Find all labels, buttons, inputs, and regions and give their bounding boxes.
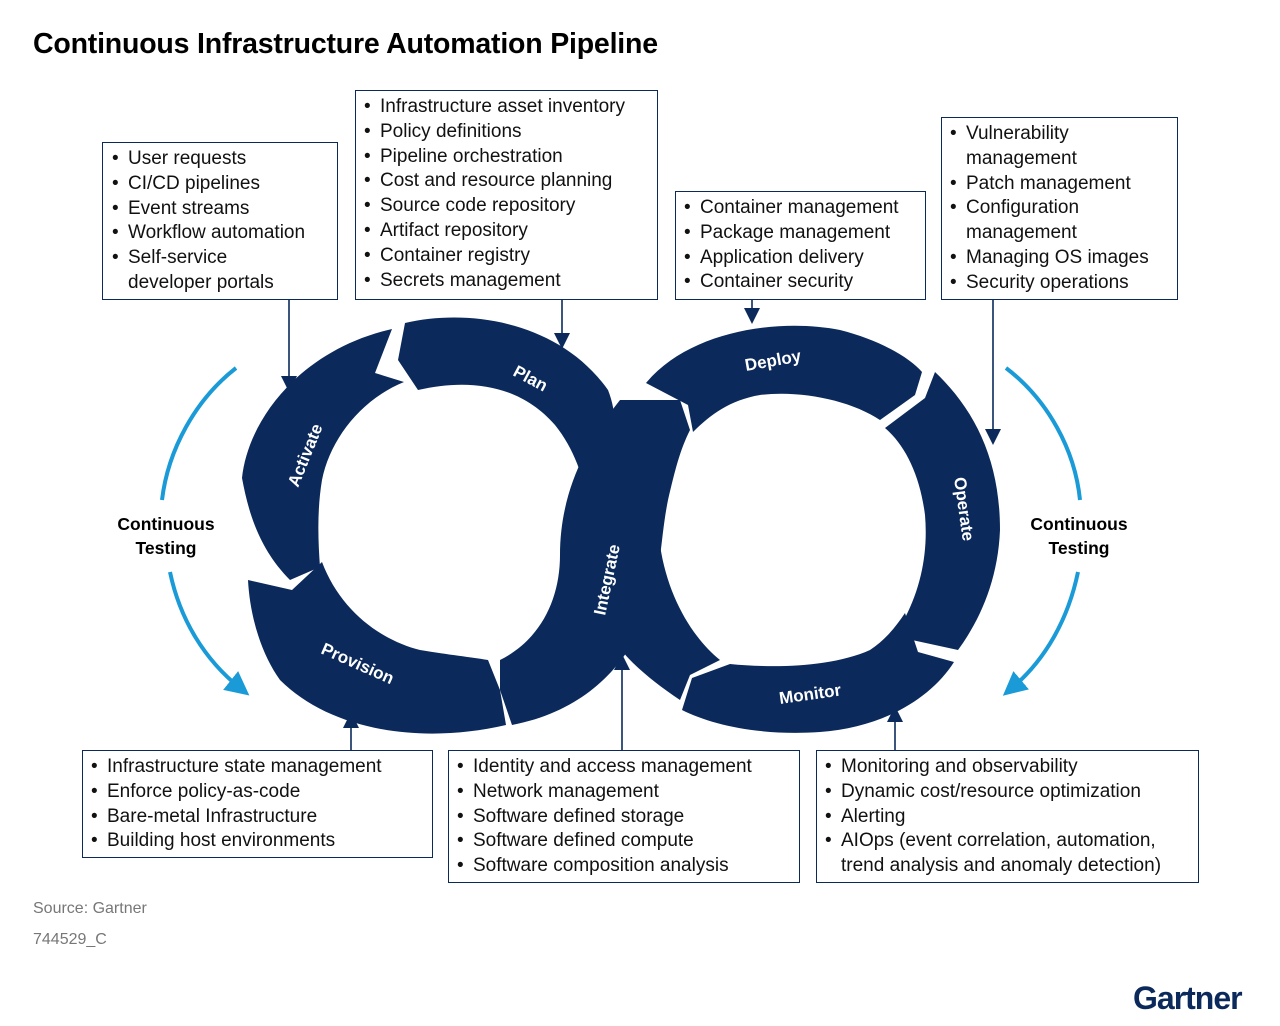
continuous-testing-right-line1: Continuous [1030,514,1128,534]
left-testing-arc-top [160,366,238,501]
continuous-testing-left: Continuous Testing [100,512,232,560]
list-item: Application delivery [684,246,917,271]
list-item: Infrastructure asset inventory [364,95,649,120]
plan-box: Infrastructure asset inventory Policy de… [355,90,658,300]
continuous-testing-right: Continuous Testing [1013,512,1145,560]
list-item: Monitoring and observability [825,755,1190,780]
list-item: Patch management [950,172,1169,197]
left-testing-arc-bottom [168,571,250,696]
list-item: CI/CD pipelines [112,172,329,197]
list-item: Self-service [112,246,329,271]
list-item: Software defined storage [457,805,791,830]
list-item: Vulnerability [950,122,1169,147]
provision-segment [248,562,506,734]
list-item: Workflow automation [112,221,329,246]
activate-box: User requests CI/CD pipelines Event stre… [102,142,338,300]
list-item: Container registry [364,244,649,269]
list-item: Policy definitions [364,120,649,145]
deploy-segment [646,325,922,432]
list-item: Cost and resource planning [364,169,649,194]
right-testing-arc-top [1004,366,1082,501]
list-item-continuation: management [966,222,1077,244]
integrate-lower-segment [620,545,720,700]
list-item-continuation: management [966,147,1077,169]
list-item-continuation: developer portals [128,271,274,293]
list-item: Alerting [825,805,1190,830]
list-item: Container management [684,196,917,221]
list-item: Container security [684,270,917,295]
activate-segment [242,329,404,580]
list-item: Building host environments [91,829,424,854]
list-item: Package management [684,221,917,246]
list-item: Software defined compute [457,829,791,854]
gartner-logo: Gartner [1133,980,1243,1016]
right-testing-arc-bottom [1002,571,1080,696]
list-item: Event streams [112,197,329,222]
list-item: AIOps (event correlation, automation, [825,829,1190,854]
monitor-box: Monitoring and observability Dynamic cos… [816,750,1199,883]
list-item: Security operations [950,271,1169,296]
deploy-box: Container management Package management … [675,191,926,300]
list-item: Source code repository [364,194,649,219]
list-item: Bare-metal Infrastructure [91,805,424,830]
list-item: Secrets management [364,269,649,294]
source-note: Source: Gartner [33,900,147,917]
document-id: 744529_C [33,931,107,948]
monitor-segment [682,613,954,733]
operate-box: Vulnerability management Patch managemen… [941,117,1178,300]
integrate-segment [500,400,690,725]
list-item: Identity and access management [457,755,791,780]
list-item: Infrastructure state management [91,755,424,780]
list-item-continuation: trend analysis and anomaly detection) [841,855,1162,877]
list-item: Artifact repository [364,219,649,244]
list-item: User requests [112,147,329,172]
operate-segment [885,372,1000,650]
list-item: Network management [457,780,791,805]
list-item: Dynamic cost/resource optimization [825,780,1190,805]
continuous-testing-left-line1: Continuous [117,514,215,534]
list-item: Managing OS images [950,246,1169,271]
continuous-testing-left-line2: Testing [135,538,197,558]
integrate-box: Identity and access management Network m… [448,750,800,883]
list-item: Software composition analysis [457,854,791,879]
plan-segment [398,317,615,515]
continuous-testing-right-line2: Testing [1048,538,1110,558]
list-item: Pipeline orchestration [364,145,649,170]
page-title: Continuous Infrastructure Automation Pip… [33,28,658,60]
list-item: Enforce policy-as-code [91,780,424,805]
list-item: Configuration [950,196,1169,221]
provision-box: Infrastructure state management Enforce … [82,750,433,858]
